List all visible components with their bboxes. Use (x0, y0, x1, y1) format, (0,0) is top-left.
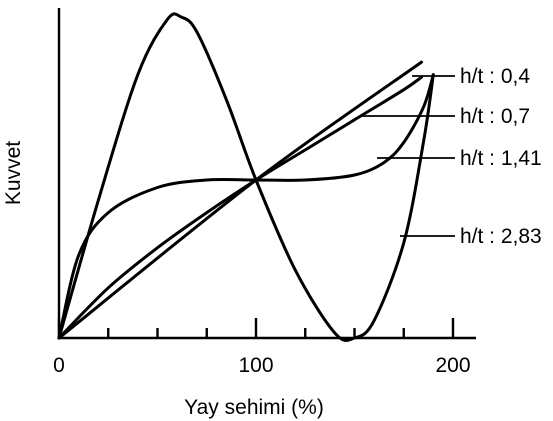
x-tick-labels: 0 100 200 (53, 354, 470, 377)
series-labels: h/t : 0,4 h/t : 0,7 h/t : 1,41 h/t : 2,83 (460, 65, 542, 248)
leader-lines (362, 75, 455, 237)
curve-ht-0-4 (57, 60, 423, 340)
x-tick-label: 100 (238, 354, 273, 377)
series-label: h/t : 0,4 (460, 65, 530, 88)
series-label: h/t : 2,83 (460, 225, 542, 248)
curve-ht-2-83 (57, 12, 435, 343)
x-tick-label: 0 (53, 354, 65, 377)
axes (57, 8, 476, 340)
x-axis-title: Yay sehimi (%) (184, 396, 324, 419)
series-label: h/t : 1,41 (460, 147, 542, 170)
y-axis-title: Kuvvet (2, 141, 25, 205)
x-ticks (57, 318, 455, 338)
series-label: h/t : 0,7 (460, 105, 530, 128)
x-tick-label: 200 (435, 354, 470, 377)
curve-ht-1-41 (57, 73, 435, 340)
curves (57, 12, 435, 343)
